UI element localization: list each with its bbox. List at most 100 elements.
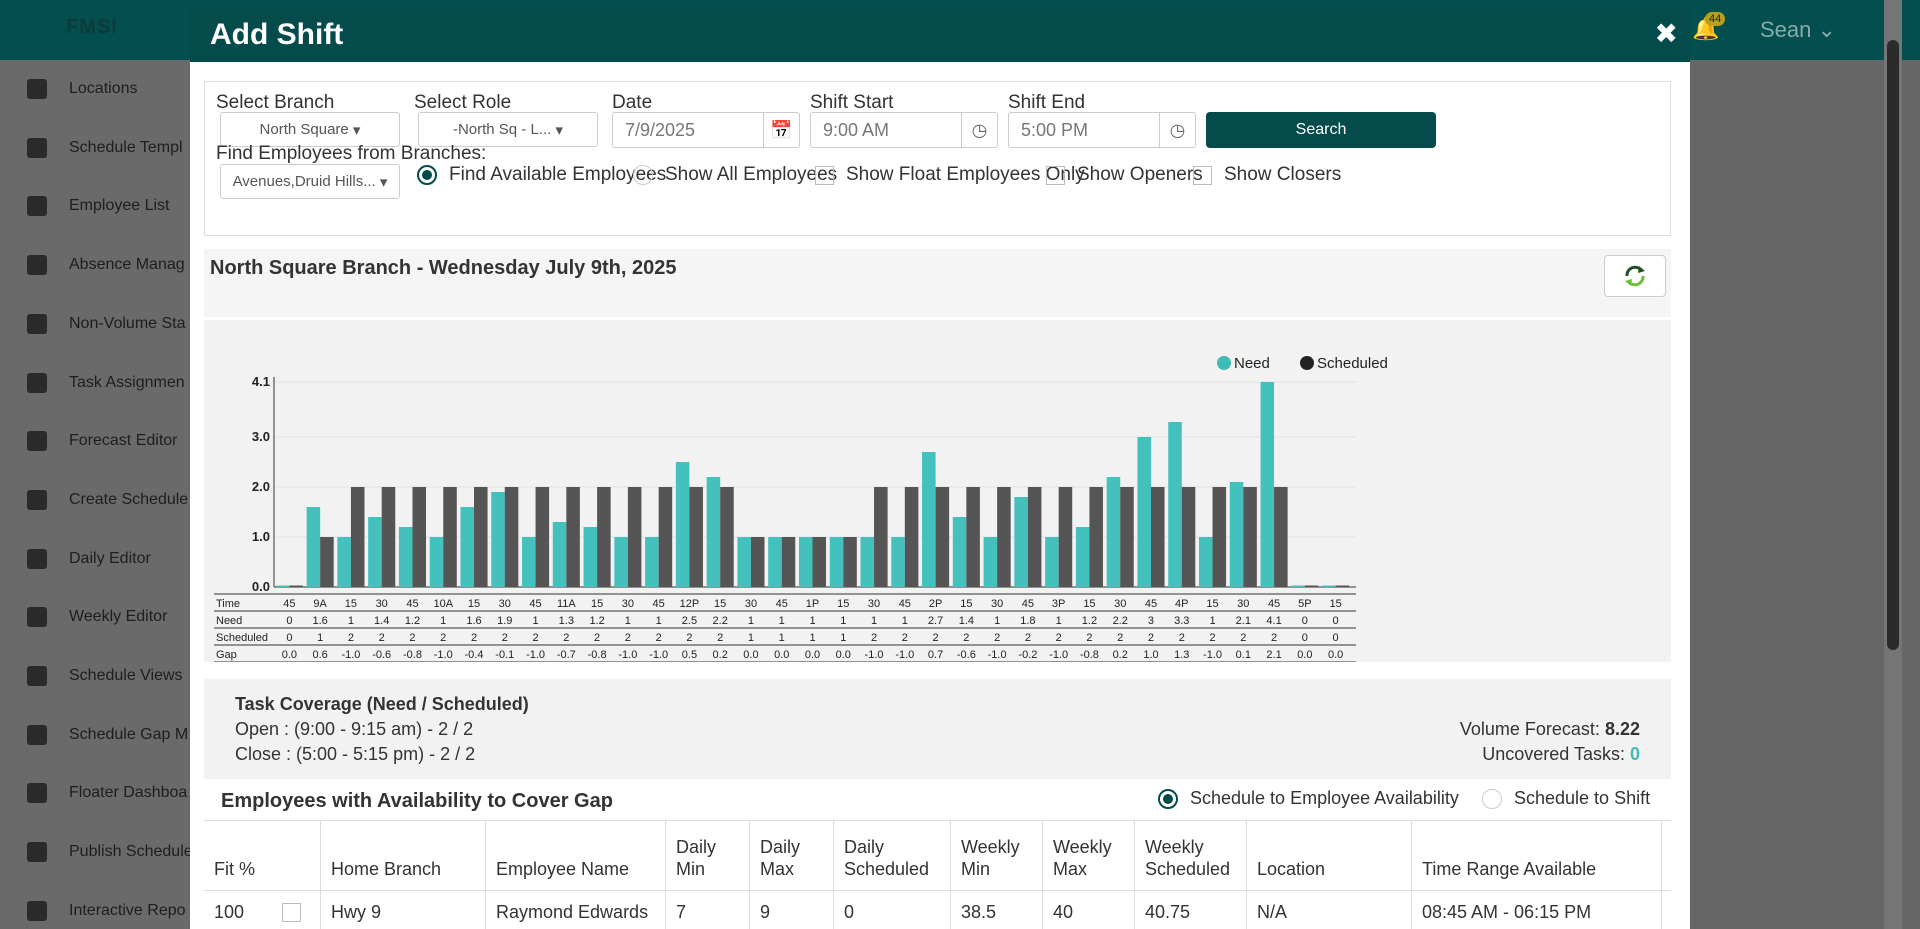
column-header[interactable]: Fit % (204, 821, 321, 890)
time-row-cell: 45 (283, 598, 295, 610)
gap-row-cell: 0.0 (805, 649, 820, 661)
show-float-checkbox[interactable] (815, 165, 834, 185)
need-row-cell: 1 (440, 615, 446, 627)
show-float-option[interactable]: Show Float Employees Only (815, 164, 1085, 186)
gap-row-cell: -0.2 (1018, 649, 1037, 661)
need-row-cell: 1.2 (589, 615, 604, 627)
need-bar (706, 477, 721, 587)
table-cell-container: 0 (834, 891, 951, 929)
need-row-cell: 1 (994, 615, 1000, 627)
scheduled-row-cell: 0 (1333, 632, 1339, 644)
show-all-option[interactable]: Show All Employees (633, 164, 837, 186)
column-header[interactable]: Employee Name (486, 821, 666, 890)
gap-row-cell: -0.4 (465, 649, 484, 661)
need-bar (368, 517, 382, 587)
sidebar-item[interactable]: Schedule Views (0, 647, 190, 705)
time-row-cell: 15 (468, 598, 480, 610)
column-header[interactable]: Daily Scheduled (834, 821, 951, 890)
need-row-cell: 2.2 (1113, 615, 1128, 627)
shift-end-value: 5:00 PM (1021, 119, 1089, 140)
search-button[interactable]: Search (1206, 112, 1436, 148)
sidebar-item[interactable]: Non-Volume Sta (0, 295, 190, 353)
scheduled-row-cell: 1 (317, 632, 323, 644)
find-available-option[interactable]: Find Available Employees (417, 164, 666, 186)
sidebar-item[interactable]: Create Schedule (0, 471, 190, 529)
close-icon[interactable]: ✖ (1654, 18, 1678, 49)
column-header[interactable]: Location (1247, 821, 1412, 890)
clock-icon[interactable]: ◷ (1159, 113, 1195, 147)
shift-start-input[interactable]: 9:00 AM ◷ (810, 112, 998, 148)
show-openers-option[interactable]: Show Openers (1046, 164, 1203, 186)
need-row-cell: 1.2 (1082, 615, 1097, 627)
schedule-shift-option[interactable]: Schedule to Shift (1482, 788, 1650, 809)
scheduled-row-cell: 2 (379, 632, 385, 644)
sidebar-item[interactable]: Interactive Repo (0, 882, 190, 929)
show-openers-checkbox[interactable] (1046, 165, 1065, 185)
sidebar-item[interactable]: Floater Dashboa (0, 764, 190, 822)
find-branches-select[interactable]: Avenues,Druid Hills... ▾ (220, 164, 400, 199)
scheduled-row-cell: 2 (1209, 632, 1215, 644)
refresh-button[interactable] (1604, 255, 1666, 297)
need-bar (1014, 497, 1028, 587)
show-all-radio[interactable] (633, 165, 653, 185)
uncovered-tasks: Uncovered Tasks: 0 (1482, 744, 1640, 765)
calendar-icon[interactable]: 📅 (763, 113, 799, 147)
sidebar-item[interactable]: Employee List (0, 177, 190, 235)
need-row-cell: 2.1 (1236, 615, 1251, 627)
time-row-cell: 11A (557, 598, 576, 610)
time-row-cell: 30 (1114, 598, 1126, 610)
branch-select[interactable]: North Square ▾ (220, 112, 400, 147)
show-closers-option[interactable]: Show Closers (1193, 164, 1341, 186)
column-header[interactable]: Daily Min (666, 821, 750, 890)
scheduled-row-cell: 2 (1179, 632, 1185, 644)
table-cell-container: Hwy 9 (321, 891, 486, 929)
date-input[interactable]: 7/9/2025 📅 (612, 112, 800, 148)
column-header[interactable]: Weekly Min (951, 821, 1043, 890)
page-scroll-thumb[interactable] (1887, 40, 1899, 650)
find-available-radio[interactable] (417, 165, 437, 185)
coverage-title: Task Coverage (Need / Scheduled) (235, 694, 529, 714)
scheduled-bar (1120, 487, 1134, 587)
scheduled-row-cell: 2 (656, 632, 662, 644)
sidebar-item-label: Locations (69, 80, 138, 97)
column-header[interactable]: Home Branch (321, 821, 486, 890)
schedule-availability-radio[interactable] (1158, 788, 1178, 809)
time-row-cell: 30 (1237, 598, 1249, 610)
y-tick-label: 3.0 (252, 429, 270, 444)
time-row-cell: 4P (1175, 598, 1188, 610)
sidebar-item[interactable]: Publish Schedule (0, 823, 193, 881)
role-select[interactable]: -North Sq - L... ▾ (418, 112, 598, 147)
need-row-cell: 1 (779, 615, 785, 627)
need-row-cell: 1.3 (559, 615, 574, 627)
gap-row-cell: -1.0 (988, 649, 1007, 661)
column-header[interactable]: Time Range Available (1412, 821, 1662, 890)
column-header[interactable]: Weekly Max (1043, 821, 1135, 890)
need-bar (891, 537, 905, 587)
user-menu[interactable]: Sean ⌄ (1760, 17, 1836, 43)
gap-row-cell: -0.6 (957, 649, 976, 661)
row-select-checkbox[interactable] (282, 902, 302, 922)
table-cell: 40 (1053, 901, 1074, 922)
sidebar-item[interactable]: Weekly Editor (0, 588, 190, 646)
schedule-shift-radio[interactable] (1482, 788, 1502, 809)
sidebar-item[interactable]: Absence Manag (0, 236, 190, 294)
table-row[interactable]: 100 Hwy 9 Raymond Edwards 7 9 0 38.5 40 40.75 N/A… (204, 891, 1671, 929)
show-closers-checkbox[interactable] (1193, 165, 1212, 185)
scheduled-bar (1212, 487, 1227, 587)
clock-icon[interactable]: ◷ (961, 113, 997, 147)
shift-end-input[interactable]: 5:00 PM ◷ (1008, 112, 1196, 148)
sidebar-item[interactable]: Schedule Gap M (0, 706, 190, 764)
app-logo[interactable]: FMSI (66, 16, 118, 38)
scheduled-bar (566, 487, 580, 587)
sidebar-item[interactable]: Schedule Templ (0, 119, 190, 177)
branch-day-title: North Square Branch - Wednesday July 9th… (210, 257, 677, 279)
sidebar-item[interactable]: Task Assignmen (0, 354, 190, 412)
need-bar (1106, 477, 1121, 587)
column-header[interactable]: Daily Max (750, 821, 834, 890)
sidebar-item[interactable]: Daily Editor (0, 530, 190, 588)
column-header[interactable]: Weekly Scheduled (1135, 821, 1247, 890)
sidebar-item[interactable]: Forecast Editor (0, 412, 190, 470)
schedule-availability-option[interactable]: Schedule to Employee Availability (1158, 788, 1459, 809)
branch-select-value: North Square (259, 121, 349, 138)
sidebar-item[interactable]: Locations (0, 60, 190, 118)
